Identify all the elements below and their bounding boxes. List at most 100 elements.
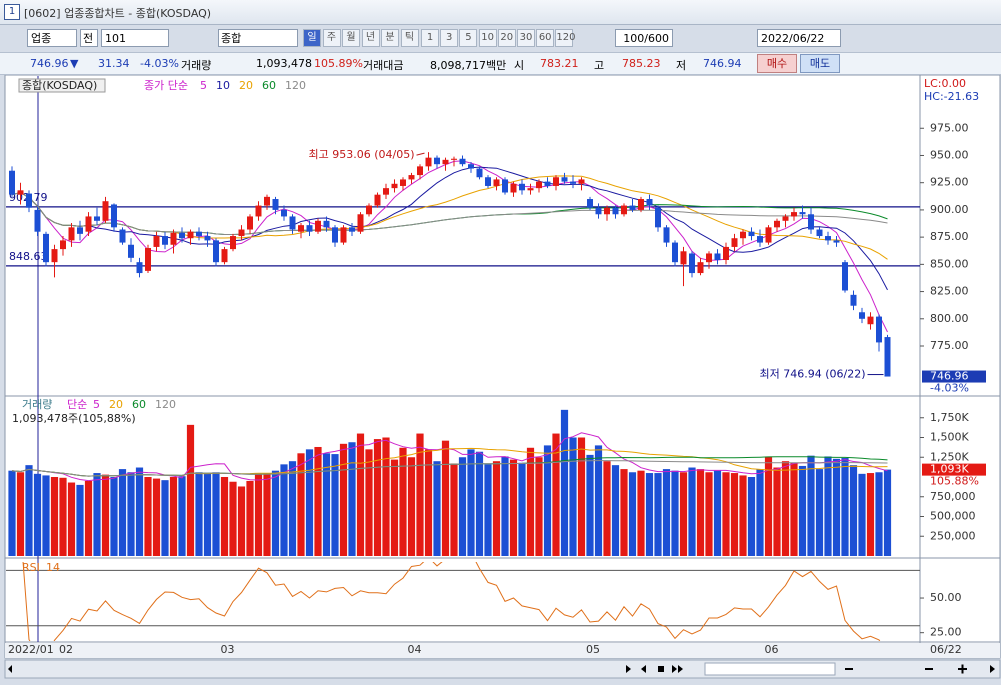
period-button[interactable]: 월 xyxy=(342,29,360,47)
sell-button[interactable]: 매도 xyxy=(800,54,840,73)
candle-body xyxy=(102,201,109,221)
volume-bar xyxy=(152,478,161,556)
period-button[interactable]: 120 xyxy=(555,29,575,47)
candle-body xyxy=(408,175,415,180)
x-tick-label: 2022/01 xyxy=(8,643,54,656)
indicator-line xyxy=(11,191,888,235)
legend-label: 단순 xyxy=(67,398,87,411)
period-button[interactable]: 30 xyxy=(517,29,535,47)
legend-entry: 60 xyxy=(132,398,146,411)
zoom-slider[interactable] xyxy=(704,662,836,676)
period-button[interactable]: 20 xyxy=(497,29,516,47)
legend-entry: 10 xyxy=(216,79,230,92)
volume-bar xyxy=(781,461,790,556)
candle-body xyxy=(510,183,517,193)
volume-bar xyxy=(441,440,450,556)
market-select[interactable]: 업종 xyxy=(27,29,77,47)
candle-body xyxy=(213,240,219,263)
candle-body xyxy=(425,157,432,167)
period-button[interactable]: 3 xyxy=(440,29,459,47)
period-button[interactable]: 10 xyxy=(478,29,497,47)
candle-body xyxy=(663,227,670,243)
candle-body xyxy=(77,227,83,234)
volume-bar xyxy=(186,424,195,556)
last-volume-box xyxy=(922,463,986,476)
candle-body xyxy=(468,164,474,169)
period-button[interactable]: 5 xyxy=(459,29,478,47)
candle-body xyxy=(111,204,117,228)
y-tick-label: 1,750K xyxy=(930,411,969,424)
candle-body xyxy=(281,209,287,217)
candle-body xyxy=(621,205,627,215)
volume-bar xyxy=(552,433,560,556)
volume-bar xyxy=(518,462,526,556)
volume-bar xyxy=(832,458,841,556)
volume-bar xyxy=(849,465,858,556)
buy-button[interactable]: 매수 xyxy=(757,54,797,73)
candle-body xyxy=(357,214,364,232)
period-button[interactable]: 일 xyxy=(303,29,321,47)
volume-bar xyxy=(662,469,671,556)
date-field[interactable]: 2022/06/22 xyxy=(757,29,841,47)
indicator-line xyxy=(11,460,888,477)
volume-bar xyxy=(178,476,186,556)
period-button[interactable]: 1 xyxy=(421,29,439,47)
legend-entry: 60 xyxy=(262,79,276,92)
y-tick-label: 1,500K xyxy=(930,431,969,444)
y-tick-label: 850.00 xyxy=(930,257,969,270)
volume-bar xyxy=(101,474,110,556)
volume-bar xyxy=(135,467,144,556)
candle-body xyxy=(17,190,24,195)
volume-bar xyxy=(679,472,688,556)
period-button[interactable]: 60 xyxy=(536,29,555,47)
volume-bar xyxy=(603,461,611,556)
period-button[interactable]: 분 xyxy=(381,29,399,47)
volume-bar xyxy=(8,470,16,556)
candle-body xyxy=(298,225,304,232)
candle-body xyxy=(136,262,143,274)
last-volume-pct: 105.88% xyxy=(930,475,979,488)
volume-bar xyxy=(407,457,416,556)
title-bar: 1 [0602] 업종종합차트 - 종합(KOSDAQ) xyxy=(0,0,1001,25)
volume-bar xyxy=(807,455,815,556)
volume-bar xyxy=(705,472,713,556)
count-field[interactable]: 100/600 xyxy=(615,29,673,47)
x-axis-strip xyxy=(5,643,1000,658)
period-button[interactable]: 년 xyxy=(361,29,380,47)
candle-body xyxy=(383,188,389,195)
candle-body xyxy=(757,236,763,243)
candle-body xyxy=(502,179,508,193)
candle-body xyxy=(442,159,449,165)
rsi-period: 14 xyxy=(46,561,60,574)
candle-body xyxy=(527,188,534,191)
last-volume: 1,093K xyxy=(930,463,969,476)
candle-body xyxy=(340,227,347,243)
scroll-buttons[interactable] xyxy=(8,664,995,674)
volume-bar xyxy=(229,481,237,556)
volume-bar xyxy=(628,472,637,556)
y-tick-label: 950.00 xyxy=(930,148,969,161)
code-input[interactable]: 101 xyxy=(101,29,169,47)
volume-bar xyxy=(59,477,67,556)
candle-body xyxy=(26,193,32,208)
indicator-line xyxy=(11,160,888,333)
volume-bar xyxy=(33,473,42,556)
volume-bar xyxy=(280,464,288,556)
scope-select[interactable]: 전 xyxy=(80,29,98,47)
candle-body xyxy=(867,316,874,325)
volume-bar xyxy=(339,443,348,556)
volume-bar xyxy=(161,480,169,556)
candle-body xyxy=(94,216,100,221)
period-button[interactable]: 주 xyxy=(322,29,341,47)
candle-body xyxy=(162,236,168,245)
volume-bar xyxy=(671,470,679,556)
volume: 1,093,478 xyxy=(256,57,312,70)
legend-entry: 5 xyxy=(200,79,207,92)
period-button[interactable]: 틱 xyxy=(400,29,419,47)
low-label: 저 xyxy=(676,59,687,72)
legend-entry: 5 xyxy=(93,398,100,411)
candle-body xyxy=(68,227,75,241)
candle-body xyxy=(247,216,253,230)
